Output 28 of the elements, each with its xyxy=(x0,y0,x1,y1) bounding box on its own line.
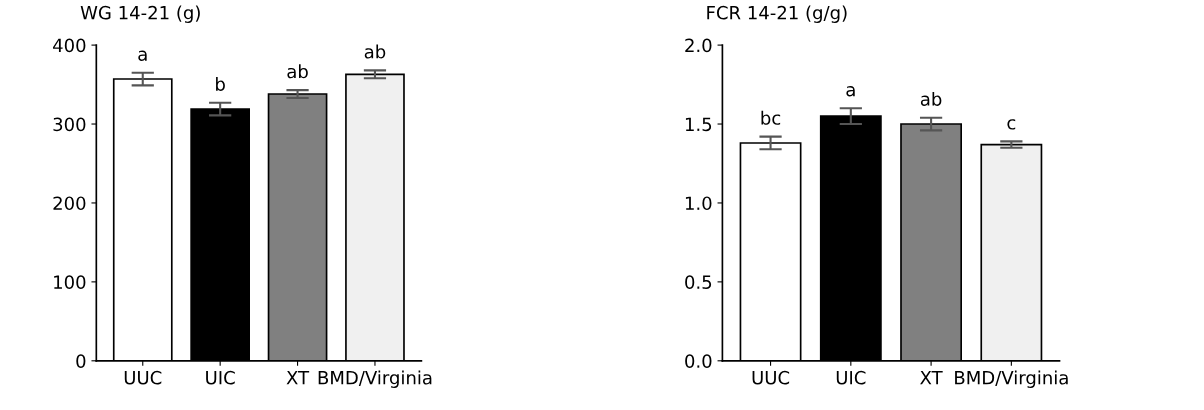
y-tick-label: 1.0 xyxy=(685,196,712,211)
y-tick-label: 0 xyxy=(76,354,86,368)
y-tick-label: 1.5 xyxy=(685,117,712,132)
annotation: ab xyxy=(287,64,308,79)
annotation: a xyxy=(138,50,147,61)
x-tick-label: XT xyxy=(920,371,943,385)
annotation: b xyxy=(216,76,225,91)
x-tick-label: XT xyxy=(286,371,310,385)
x-tick-label: UUC xyxy=(124,370,162,385)
y-tick-label: 400 xyxy=(53,38,86,53)
annotation: ab xyxy=(920,91,942,106)
annotation: bc xyxy=(761,110,781,125)
chart-title: WG 14-21 (g) xyxy=(80,5,200,23)
x-tick-label: UIC xyxy=(836,370,866,385)
annotation: ab xyxy=(364,44,386,59)
y-tick-label: 2.0 xyxy=(685,38,712,53)
y-tick-label: 100 xyxy=(54,275,86,289)
x-tick-label: UIC xyxy=(206,370,235,385)
chart-title: FCR 14-21 (g/g) xyxy=(707,5,847,23)
annotation: c xyxy=(1007,119,1016,130)
y-tick-label: 200 xyxy=(53,196,86,211)
x-tick-label: BMD/Virginia xyxy=(955,370,1068,388)
x-tick-label: BMD/Virginia xyxy=(318,370,432,388)
y-tick-label: 300 xyxy=(53,117,86,132)
y-tick-label: 0.0 xyxy=(685,354,712,368)
x-tick-label: UUC xyxy=(752,370,790,385)
annotation: a xyxy=(846,86,855,97)
y-tick-label: 0.5 xyxy=(685,275,712,289)
